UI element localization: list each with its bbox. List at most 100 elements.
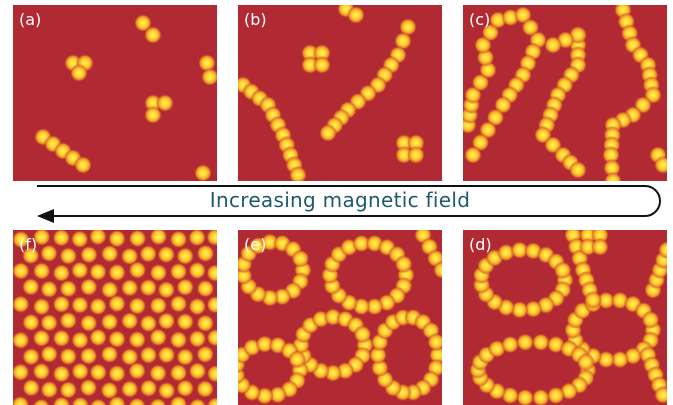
panel-label: (a): [19, 10, 41, 29]
particle: [71, 230, 89, 248]
particle: [217, 246, 235, 264]
panel-background: [13, 5, 217, 181]
particle: [149, 228, 167, 246]
particle: [59, 247, 77, 265]
particle: [157, 246, 175, 264]
particle: [149, 328, 167, 346]
particle: [176, 313, 194, 331]
particle: [196, 280, 214, 298]
arrow: Increasing magnetic field: [37, 186, 660, 223]
particle: [176, 379, 194, 397]
particle: [12, 262, 30, 280]
particle: [52, 264, 70, 282]
particle: [206, 228, 224, 246]
particle: [554, 261, 572, 279]
particle: [189, 362, 207, 380]
particle: [79, 379, 97, 397]
particle: [108, 365, 126, 383]
figure: (a)(b)(c)(d)(e)(f) Increasing magnetic f…: [0, 0, 673, 405]
particle: [80, 278, 98, 296]
particle: [52, 295, 70, 313]
particle: [157, 312, 175, 330]
particle: [407, 146, 425, 164]
particle: [40, 314, 58, 332]
particle: [40, 381, 58, 399]
particle: [121, 279, 139, 297]
particle: [584, 291, 602, 309]
particle: [140, 346, 158, 364]
particle: [532, 333, 550, 351]
particle: [59, 381, 77, 399]
particle: [128, 261, 146, 279]
particle: [40, 280, 58, 298]
particle: [129, 229, 147, 247]
particle: [71, 261, 89, 279]
particle: [176, 278, 194, 296]
particle: [291, 250, 309, 268]
particle: [207, 365, 225, 383]
particle: [433, 261, 451, 279]
particle: [577, 353, 595, 371]
arrow-label: Increasing magnetic field: [210, 188, 470, 212]
particle: [52, 229, 70, 247]
particle: [197, 244, 215, 262]
panel: (e): [228, 226, 451, 405]
particle: [176, 247, 194, 265]
particle: [121, 380, 139, 398]
particle: [169, 230, 187, 248]
particle: [313, 56, 331, 74]
particle: [80, 347, 98, 365]
particle: [169, 364, 187, 382]
particle: [80, 246, 98, 264]
particle: [149, 264, 167, 282]
particle: [12, 363, 30, 381]
particle: [188, 330, 206, 348]
particle: [12, 295, 30, 313]
particle: [654, 386, 672, 404]
particle: [144, 26, 162, 44]
particle: [196, 380, 214, 398]
particle: [464, 146, 482, 164]
particle: [149, 297, 167, 315]
particle: [188, 298, 206, 316]
particle: [157, 281, 175, 299]
particle: [128, 331, 146, 349]
particle: [59, 312, 77, 330]
panel-label: (b): [244, 10, 267, 29]
panel: (c): [459, 1, 672, 190]
particle: [101, 245, 119, 263]
particle: [33, 329, 51, 347]
particle: [516, 333, 534, 351]
particle: [140, 379, 158, 397]
particle: [217, 347, 235, 365]
particle: [89, 228, 107, 246]
particle: [642, 311, 660, 329]
particle: [201, 68, 219, 86]
particle: [139, 279, 157, 297]
particle: [206, 296, 224, 314]
particle: [22, 379, 40, 397]
particle: [71, 362, 89, 380]
particle: [591, 238, 609, 256]
panel-label: (e): [244, 235, 266, 254]
particle: [207, 329, 225, 347]
particle: [501, 336, 519, 354]
particle: [347, 6, 365, 24]
particle: [33, 298, 51, 316]
particle: [40, 244, 58, 262]
particle: [108, 295, 126, 313]
particle: [196, 314, 214, 332]
panel-label: (c): [469, 10, 490, 29]
particle: [217, 312, 235, 330]
panel: (b): [234, 0, 442, 184]
particle: [654, 156, 672, 174]
particle: [196, 345, 214, 363]
particle: [59, 347, 77, 365]
particle: [101, 313, 119, 331]
particle: [188, 229, 206, 247]
panel-image: [13, 5, 219, 182]
particle: [188, 261, 206, 279]
particle: [128, 362, 146, 380]
particle: [169, 331, 187, 349]
panel-label: (d): [469, 235, 492, 254]
